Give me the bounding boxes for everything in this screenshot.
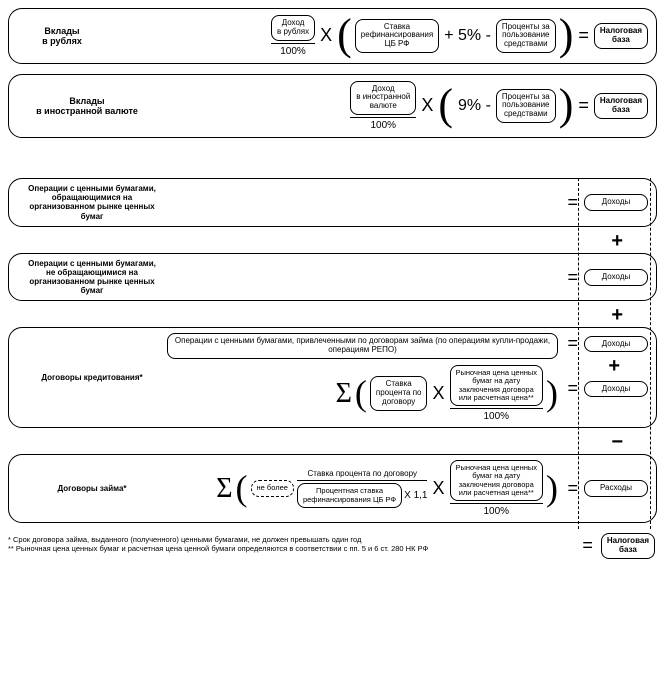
loan-label: Договоры займа*	[17, 484, 167, 493]
rub-taxbase-box: Налоговая база	[594, 23, 648, 49]
income-box-r3b: Доходы	[584, 381, 648, 398]
loan-panel: Договоры займа* Σ ( не более Ставка проц…	[8, 454, 657, 523]
deposits-fx-panel: Вклады в иностранной валюте Доход в инос…	[8, 74, 657, 138]
mult-op: X	[318, 25, 334, 46]
securities-group: Операции с ценными бумагами, обращающими…	[8, 178, 657, 523]
footnote-2: ** Рыночная цена ценных бумаг и расчетна…	[8, 544, 580, 553]
fx-interest-box: Проценты за пользование средствами	[496, 89, 556, 123]
market-price-box-r3: Рыночная цена ценных бумаг на дату заклю…	[450, 365, 544, 406]
plus-connector-1: +	[8, 231, 657, 251]
deposits-rub-panel: Вклады в рублях Доход в рублях 100% X ( …	[8, 8, 657, 64]
income-box-r2: Доходы	[584, 269, 648, 286]
minus-connector: −	[8, 432, 657, 452]
fx-denom: 100%	[370, 120, 396, 131]
deposits-fx-formula: Доход в иностранной валюте 100% X ( 9% -…	[157, 81, 648, 131]
price-frac-r3: Рыночная цена ценных бумаг на дату заклю…	[450, 365, 544, 422]
deposits-rub-label: Вклады в рублях	[17, 26, 107, 46]
unorganized-market-label: Операции с ценными бумагами, не обращающ…	[17, 259, 167, 296]
rub-income-box: Доход в рублях	[271, 15, 315, 41]
eq-final: =	[580, 535, 595, 556]
market-price-box-r4: Рыночная цена ценных бумаг на дату заклю…	[450, 460, 544, 501]
lending-ops-box: Операции с ценными бумагами, привлеченны…	[167, 333, 558, 359]
fx-taxbase-box: Налоговая база	[594, 93, 648, 119]
sigma-r4: Σ	[216, 473, 232, 505]
refin-box-r4: Процентная ставка рефинансирования ЦБ РФ	[297, 483, 402, 508]
footnote-1: * Срок договора займа, выданного (получе…	[8, 535, 580, 544]
mult11: X 1,1	[404, 490, 427, 501]
rub-income-frac: Доход в рублях 100%	[271, 15, 315, 57]
lparen-fx: (	[438, 90, 453, 121]
eq-op-fx: =	[576, 95, 591, 116]
mult-op-fx: X	[419, 95, 435, 116]
refinance-rate-box: Ставка рефинансирования ЦБ РФ	[355, 19, 439, 53]
plus5-op: + 5% -	[442, 27, 493, 45]
footnotes: * Срок договора займа, выданного (получе…	[8, 535, 580, 553]
income-box-r1: Доходы	[584, 194, 648, 211]
denom-r3: 100%	[483, 411, 509, 422]
rub-interest-box: Проценты за пользование средствами	[496, 19, 556, 53]
dashed-guide-left	[578, 178, 579, 529]
plus-connector-2: +	[8, 305, 657, 325]
income-box-r3a: Доходы	[584, 336, 648, 353]
contract-rate-box: Ставка процента по договору	[370, 376, 428, 410]
eq-op: =	[576, 25, 591, 46]
plus-mid-r3: +	[608, 356, 648, 376]
lparen-r3: (	[355, 381, 367, 406]
nine-pct-op: 9% -	[456, 97, 493, 115]
rate-frac-r4: Ставка процента по договору Процентная с…	[297, 469, 428, 508]
lparen: (	[337, 20, 352, 51]
organized-market-label: Операции с ценными бумагами, обращающими…	[17, 184, 167, 221]
rparen-fx: )	[559, 90, 574, 121]
organized-market-panel: Операции с ценными бумагами, обращающими…	[8, 178, 657, 227]
deposits-fx-label: Вклады в иностранной валюте	[17, 96, 157, 116]
lending-label: Договоры кредитования*	[17, 333, 167, 422]
rparen-r4: )	[546, 476, 558, 501]
lending-panel: Договоры кредитования* Операции с ценным…	[8, 327, 657, 428]
rparen-r3: )	[546, 381, 558, 406]
unorganized-market-panel: Операции с ценными бумагами, не обращающ…	[8, 253, 657, 302]
top-rate-r4: Ставка процента по договору	[307, 469, 417, 478]
denom-r4: 100%	[483, 506, 509, 517]
rparen: )	[559, 20, 574, 51]
fx-income-box: Доход в иностранной валюте	[350, 81, 416, 115]
expense-box-r4: Расходы	[584, 480, 648, 497]
sigma-r3: Σ	[336, 378, 352, 410]
price-frac-r4: Рыночная цена ценных бумаг на дату заклю…	[450, 460, 544, 517]
final-result-row: = Налоговая база	[580, 533, 657, 559]
lparen-r4: (	[236, 476, 248, 501]
rub-denom: 100%	[280, 46, 306, 57]
dashed-guide-right	[650, 178, 651, 529]
fx-income-frac: Доход в иностранной валюте 100%	[350, 81, 416, 131]
mult-r3: X	[430, 383, 446, 404]
mult-r4: X	[430, 478, 446, 499]
final-taxbase-box: Налоговая база	[601, 533, 655, 559]
deposits-rub-formula: Доход в рублях 100% X ( Ставка рефинанси…	[107, 15, 648, 57]
limit-box: не более	[251, 480, 294, 496]
